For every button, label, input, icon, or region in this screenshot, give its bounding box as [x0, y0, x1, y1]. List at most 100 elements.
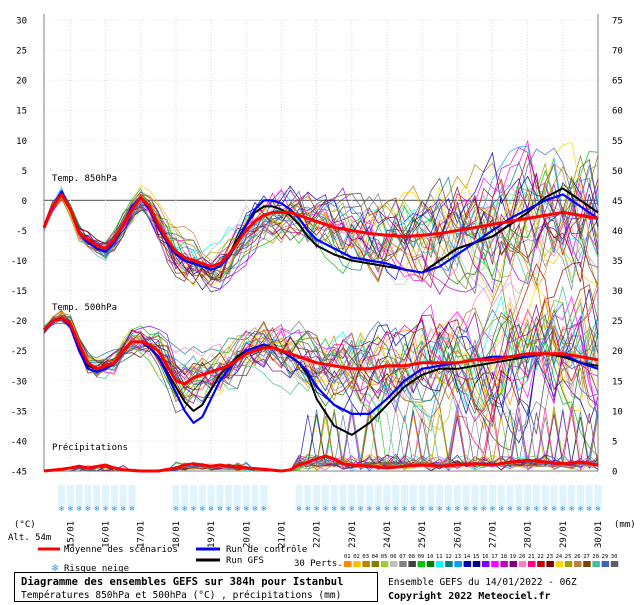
snow-icon: ✻ — [367, 504, 372, 513]
left-tick-label: -5 — [16, 227, 27, 237]
legend-pert-swatch — [390, 561, 398, 567]
right-tick-label: 20 — [612, 347, 623, 357]
pert-line-850 — [43, 147, 599, 272]
snow-risk-band — [66, 485, 74, 509]
snow-icon: ✻ — [191, 504, 196, 513]
snow-icon: ✻ — [94, 504, 99, 513]
left-tick-label: -40 — [11, 437, 27, 447]
copyright-label: Copyright 2022 Meteociel.fr — [388, 591, 551, 602]
snow-icon: ✻ — [130, 504, 135, 513]
legend-pert-number: 25 — [565, 554, 572, 560]
pert-line-500 — [43, 272, 599, 403]
snow-icon: ✻ — [314, 504, 319, 513]
snow-risk-band — [198, 485, 206, 509]
label-temp-500: Temp. 500hPa — [52, 303, 117, 313]
legend-pert-number: 17 — [491, 554, 498, 560]
pert-line-500 — [43, 284, 599, 410]
legend-pert-number: 09 — [418, 554, 425, 560]
snow-icon: ✻ — [508, 504, 513, 513]
snow-risk-band — [110, 485, 118, 509]
snow-risk-band — [594, 485, 602, 509]
legend-pert-number: 06 — [390, 554, 397, 560]
right-tick-label: 45 — [612, 197, 623, 207]
snow-risk-band — [102, 485, 110, 509]
snow-risk-band — [550, 485, 558, 509]
series-line-mean_precip — [43, 454, 599, 473]
snow-icon: ✻ — [182, 504, 187, 513]
legend: Moyenne des scénarios Run de contrôleRun … — [38, 544, 619, 569]
snow-icon: ✻ — [305, 504, 310, 513]
date-tick-label: 30/01 — [594, 521, 604, 548]
legend-control-label: Run de contrôle — [226, 544, 307, 555]
legend-pert-swatch — [546, 561, 554, 567]
snow-icon: ✻ — [244, 504, 249, 513]
legend-pert-swatch — [380, 561, 389, 567]
snow-risk-band — [471, 485, 479, 509]
legend-pert-number: 22 — [537, 554, 544, 560]
snow-icon: ✻ — [173, 504, 178, 513]
left-tick-label: 25 — [16, 47, 27, 57]
left-tick-label: -35 — [11, 407, 27, 417]
snow-risk-band — [401, 485, 409, 509]
snow-icon: ✻ — [578, 504, 583, 513]
legend-pert-swatch — [583, 561, 591, 567]
snow-risk-band — [58, 485, 66, 509]
snow-risk-band — [172, 485, 180, 509]
legend-pert-number: 07 — [399, 554, 406, 560]
legend-pert-number: 10 — [427, 554, 434, 560]
left-tick-label: -20 — [11, 317, 27, 327]
snow-risk-band — [233, 485, 241, 509]
snow-icon: ✻ — [420, 504, 425, 513]
snow-icon: ✻ — [437, 504, 442, 513]
legend-pert-swatch — [371, 561, 380, 567]
snow-risk-band — [515, 485, 523, 509]
legend-pert-swatch — [454, 561, 462, 567]
pert-line-500 — [43, 311, 599, 421]
date-tick-label: 25/01 — [418, 521, 428, 548]
legend-pert-number: 13 — [454, 554, 461, 560]
snow-risk-band — [216, 485, 224, 509]
snow-icon: ✻ — [429, 504, 434, 513]
snow-risk-band — [462, 485, 470, 509]
snow-icon: ✻ — [481, 504, 486, 513]
snow-icon: ✻ — [121, 504, 126, 513]
snow-legend-icon: ✻ — [52, 561, 59, 572]
snow-risk-band — [383, 485, 391, 509]
legend-pert-number: 11 — [436, 554, 443, 560]
snow-icon: ✻ — [393, 504, 398, 513]
snow-icon: ✻ — [472, 504, 477, 513]
snow-risk-band — [128, 485, 136, 509]
snow-icon: ✻ — [200, 504, 205, 513]
snow-risk-band — [119, 485, 127, 509]
legend-pert-swatch — [610, 561, 619, 567]
date-tick-label: 23/01 — [348, 521, 358, 548]
legend-pert-swatch — [436, 561, 444, 567]
snow-risk-band — [532, 485, 540, 509]
right-tick-label: 50 — [612, 167, 623, 177]
altitude-label: Alt. 54m — [8, 533, 51, 543]
snow-risk-band — [304, 485, 312, 509]
snow-icon: ✻ — [587, 504, 592, 513]
snow-risk-band — [330, 485, 338, 509]
right-tick-label: 75 — [612, 17, 623, 27]
legend-perts-label: 30 Perts. — [294, 559, 343, 569]
snow-icon: ✻ — [253, 504, 258, 513]
snow-icon: ✻ — [455, 504, 460, 513]
right-tick-label: 30 — [612, 287, 623, 297]
left-tick-label: -10 — [11, 257, 27, 267]
legend-mean-label: Moyenne des scénarios — [64, 544, 178, 555]
legend-pert-number: 27 — [583, 554, 590, 560]
legend-pert-swatch — [601, 561, 610, 567]
snow-icon: ✻ — [226, 504, 231, 513]
date-tick-label: 24/01 — [383, 521, 393, 548]
legend-pert-swatch — [509, 561, 518, 567]
legend-gfs-label: Run GFS — [226, 556, 264, 566]
legend-pert-swatch — [445, 561, 453, 567]
pert-line-850 — [43, 141, 599, 287]
snow-icon: ✻ — [516, 504, 521, 513]
snow-icon: ✻ — [569, 504, 574, 513]
legend-pert-number: 05 — [381, 554, 388, 560]
snow-risk-band — [207, 485, 215, 509]
snow-risk-band — [427, 485, 435, 509]
snow-risk-row: ✻ ✻ ✻ ✻ ✻ ✻ ✻ ✻ ✻ ✻ ✻ ✻ ✻ ✻ ✻ ✻ ✻ ✻ ✻ ✻ ✻ ✻ ✻ ✻ ✻ ✻ ✻ ✻ ✻ ✻ ✻ ✻ ✻ ✻ ✻ ✻ ✻ ✻ ✻ ✻… — [52, 485, 602, 574]
